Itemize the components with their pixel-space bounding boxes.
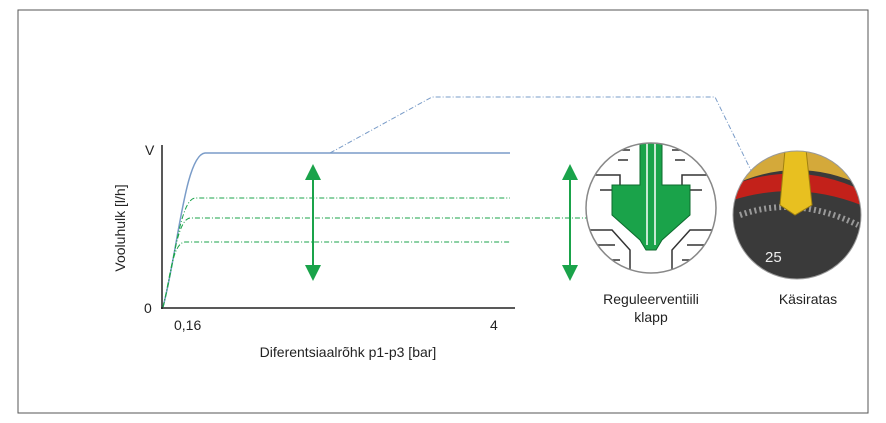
- x-axis-label: Diferentsiaalrõhk p1-p3 [bar]: [260, 344, 437, 360]
- scale-number: 25: [765, 249, 782, 266]
- curves: [163, 198, 610, 307]
- x-tick-label: 0,16: [174, 317, 201, 333]
- valve-illustration: [580, 140, 722, 280]
- component-label: Reguleerventiili: [603, 291, 699, 307]
- leader-line: [330, 97, 790, 250]
- x-tick-label: 4: [490, 317, 498, 333]
- component-label: Käsiratas: [779, 291, 837, 307]
- diagram: 25 V 0 Vooluhulk [l/h] 0,16 4 Diferentsi…: [0, 0, 886, 423]
- y-top-label: V: [145, 142, 155, 158]
- y-axis-label: Vooluhulk [l/h]: [112, 184, 128, 271]
- max-curve: [163, 153, 510, 307]
- y-bottom-label: 0: [144, 300, 152, 316]
- component-label: klapp: [634, 309, 668, 325]
